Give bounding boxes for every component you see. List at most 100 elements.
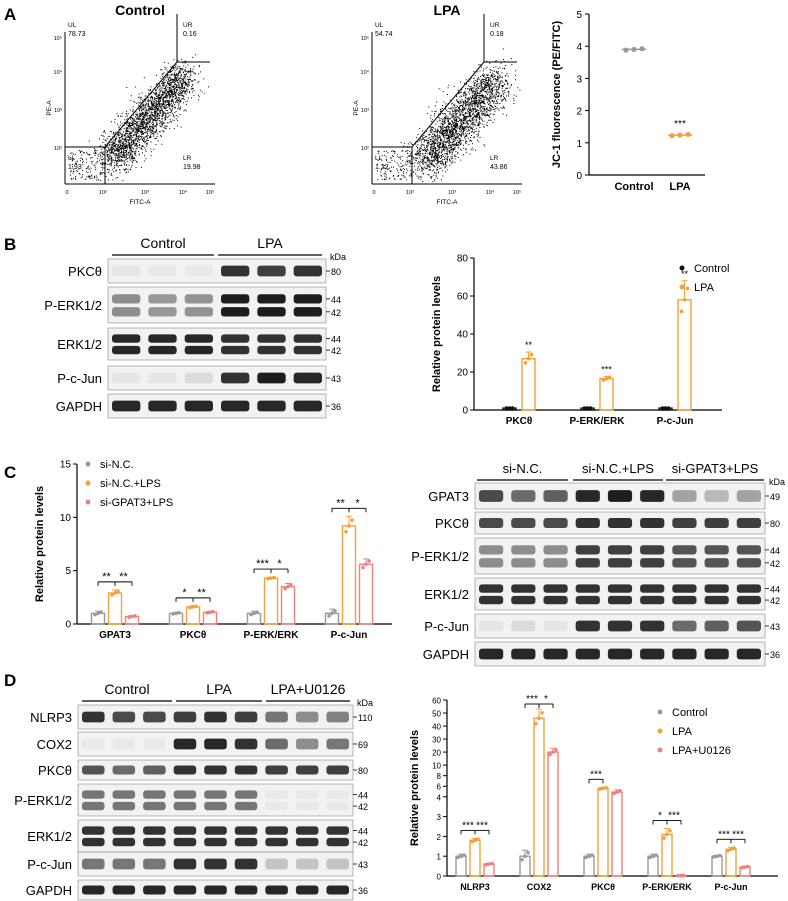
- blot-strip: [107, 327, 327, 361]
- mw-label: 36: [331, 402, 341, 412]
- flow-x-tick: 10³: [448, 190, 456, 196]
- quadrant-ur-value: 0.16: [183, 31, 197, 38]
- blot-band: [184, 345, 213, 355]
- data-point: [654, 853, 658, 857]
- data-point: [93, 612, 97, 617]
- blot-band: [221, 307, 250, 317]
- blot-band: [575, 518, 600, 528]
- blot-band: [640, 558, 665, 568]
- legend-marker: [85, 499, 91, 505]
- data-point: [712, 854, 716, 859]
- blot-strip: [77, 819, 354, 853]
- data-point: [266, 576, 270, 581]
- blot-row-label: P-ERK1/2: [411, 549, 469, 564]
- blot-band: [704, 595, 729, 605]
- blot-band: [704, 648, 729, 660]
- flow-x-tick: 10³: [141, 190, 149, 196]
- blot-band: [736, 490, 761, 502]
- flow-y-tick: 10²: [54, 146, 62, 152]
- y-tick-label: 1: [576, 139, 582, 150]
- data-point: [283, 586, 287, 591]
- data-point: [585, 406, 590, 410]
- significance-label: ***: [256, 558, 270, 570]
- data-point: [534, 721, 538, 726]
- blot-band: [148, 334, 177, 343]
- flow-title: Control: [115, 2, 165, 18]
- blot-band: [479, 558, 504, 568]
- blot-band: [293, 307, 322, 317]
- blot-band: [148, 265, 177, 277]
- blot-band: [293, 294, 322, 304]
- data-point: [289, 582, 293, 587]
- legend-label: si-N.C.+LPS: [100, 478, 161, 490]
- blot-band: [143, 885, 166, 895]
- x-tick-label: P-c-Jun: [331, 630, 368, 641]
- bar: [661, 833, 673, 877]
- blot-band: [265, 765, 288, 775]
- data-point: [504, 406, 509, 410]
- blot-band: [672, 558, 697, 568]
- data-point: [587, 854, 591, 858]
- blot-row-label: P-c-Jun: [424, 619, 469, 634]
- blot-band: [736, 545, 761, 555]
- mw-label: 44: [770, 585, 780, 595]
- flow-events: [377, 48, 521, 183]
- blot-band: [479, 490, 504, 502]
- data-point: [551, 750, 555, 754]
- data-point: [523, 854, 527, 858]
- blot-band: [221, 294, 250, 304]
- significance-label: ***: [668, 810, 680, 821]
- flow-x-tick: 10⁴: [486, 189, 495, 196]
- y-tick-label: 60: [457, 292, 469, 303]
- blot-band: [575, 584, 600, 593]
- bar: [358, 563, 374, 625]
- blot-row-label: P-ERK1/2: [14, 793, 72, 808]
- blot-band: [293, 345, 322, 355]
- legend-label: LPA: [672, 726, 693, 738]
- flow-x-tick: 10⁵: [513, 189, 521, 196]
- data-point: [607, 375, 612, 380]
- data-point: [679, 873, 683, 878]
- panel-label-c: C: [4, 463, 16, 482]
- blot-band: [265, 885, 288, 895]
- data-point: [679, 309, 684, 314]
- gate-line: [104, 61, 178, 148]
- flow-y-tick: 10³: [361, 108, 369, 114]
- blot-band: [704, 558, 729, 568]
- significance-label: **: [681, 269, 689, 279]
- data-point: [715, 854, 719, 858]
- blot-band: [112, 765, 136, 775]
- data-point: [668, 829, 672, 833]
- blot-band: [736, 620, 761, 632]
- y-axis-title: JC-1 fluorescence (PE/FITC): [551, 21, 563, 169]
- significance-label: ***: [526, 694, 538, 705]
- flow-x-tick: 10⁴: [179, 189, 188, 196]
- blot-band: [672, 490, 697, 502]
- blot-band: [257, 372, 286, 384]
- flow-y-label: PE-A: [46, 100, 53, 116]
- blot-band: [234, 801, 258, 811]
- blot-band: [143, 826, 166, 835]
- data-point: [548, 752, 552, 757]
- blot-band: [204, 711, 227, 723]
- blot-band: [326, 885, 349, 895]
- bar: [280, 585, 296, 625]
- blot-band: [221, 265, 250, 277]
- blot-band: [479, 595, 504, 605]
- data-point: [133, 614, 137, 618]
- blot-band: [221, 345, 250, 355]
- blot-band: [184, 334, 213, 343]
- data-point: [484, 862, 488, 867]
- bar: [185, 606, 201, 625]
- x-tick-label: PKCθ: [591, 882, 615, 892]
- blot-band: [82, 858, 105, 870]
- y-tick-label: 40: [457, 330, 469, 341]
- y-tick-label: 80: [457, 254, 469, 265]
- blot-band: [640, 584, 665, 593]
- significance-label: **: [119, 571, 128, 583]
- x-tick-label: P-ERK/ERK: [243, 630, 299, 641]
- data-point: [459, 854, 463, 858]
- blot-band: [543, 545, 568, 555]
